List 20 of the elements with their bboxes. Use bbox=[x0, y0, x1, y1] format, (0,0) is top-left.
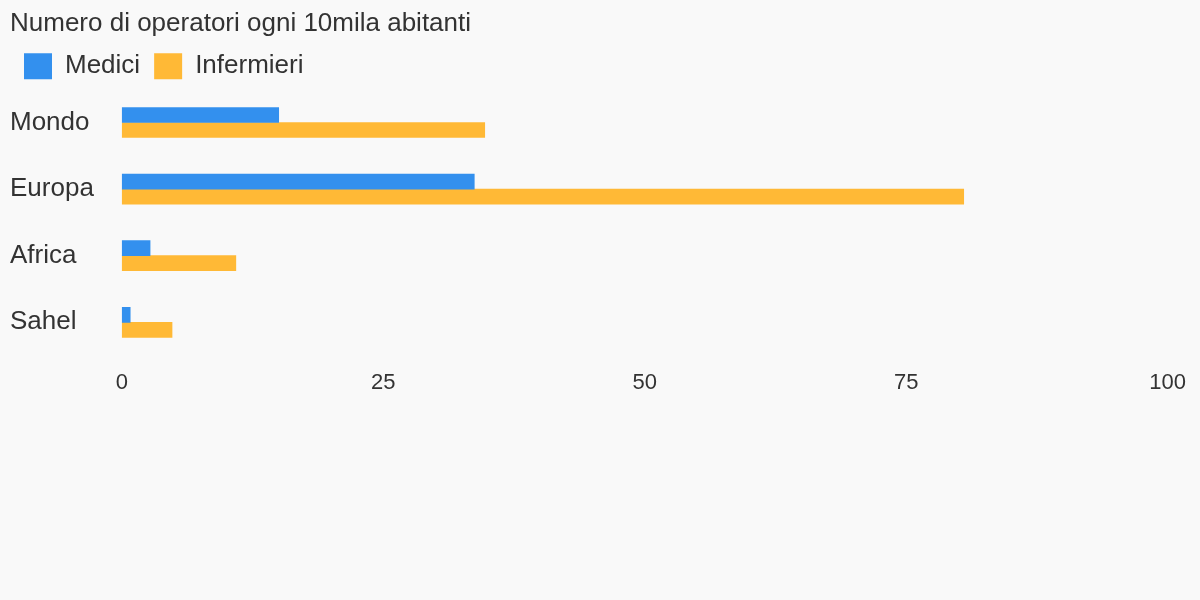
x-tick-label: 100 bbox=[1149, 368, 1187, 394]
y-tick-label: Africa bbox=[10, 238, 77, 269]
legend-label: Infermieri bbox=[195, 49, 304, 80]
x-tick-label: 25 bbox=[371, 368, 396, 394]
bar bbox=[121, 173, 475, 190]
bar bbox=[121, 306, 131, 323]
legend-label: Medici bbox=[65, 49, 141, 80]
bar bbox=[121, 188, 965, 205]
x-tick-label: 0 bbox=[115, 368, 128, 394]
bar bbox=[121, 122, 486, 138]
y-tick-label: Mondo bbox=[10, 105, 90, 136]
chart-title: Numero di operatori ogni 10mila abitanti bbox=[10, 6, 472, 37]
y-tick-label: Sahel bbox=[10, 305, 77, 336]
bar bbox=[121, 255, 237, 272]
x-tick-label: 75 bbox=[893, 368, 919, 394]
bar bbox=[121, 107, 280, 123]
bar bbox=[121, 321, 173, 338]
bar bbox=[121, 240, 151, 257]
x-tick-label: 50 bbox=[632, 368, 657, 394]
y-tick-label: Europa bbox=[10, 172, 95, 203]
